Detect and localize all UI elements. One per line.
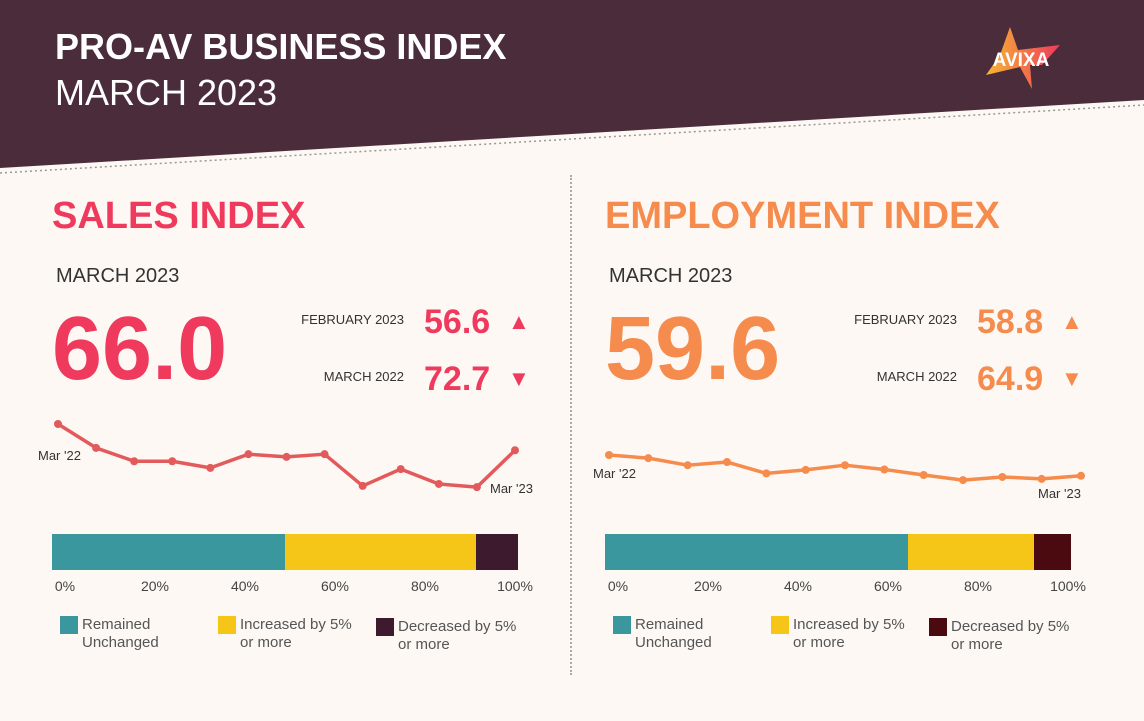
legend-swatch: [376, 618, 394, 636]
data-point: [644, 454, 653, 463]
data-point: [683, 461, 692, 470]
employment-stacked-bar: [605, 534, 1071, 570]
legend-item-decreased: Decreased by 5% or more: [376, 618, 526, 654]
data-point: [244, 450, 253, 459]
bar-segment-remained-unchanged: [605, 534, 908, 570]
employment-index-title: EMPLOYMENT INDEX: [605, 195, 1000, 237]
current-index-value: 66.0: [52, 299, 228, 399]
tick-label: 40%: [230, 578, 260, 594]
data-point: [472, 483, 481, 492]
arrow-down-icon: ▼: [1061, 366, 1083, 391]
legend-item-decreased: Decreased by 5% or more: [929, 618, 1079, 654]
data-point: [92, 443, 101, 452]
tick-label: 100%: [1050, 578, 1086, 594]
svg-text:AVIXA: AVIXA: [993, 50, 1050, 71]
legend-item-increased: Increased by 5% or more: [218, 616, 368, 652]
data-point: [320, 450, 329, 459]
data-point: [282, 452, 291, 461]
current-month-label: MARCH 2023: [56, 265, 180, 287]
sales-panel: SALES INDEX MARCH 2023 66.0 FEBRUARY 2023 56…: [0, 0, 560, 721]
sales-stacked-bar: [52, 534, 518, 570]
x-label-start: Mar '22: [38, 448, 81, 463]
current-month-label: MARCH 2023: [609, 265, 733, 287]
header-banner: [0, 0, 1144, 174]
comparison-value: 72.7: [424, 360, 491, 398]
arrow-up-icon: ▲: [508, 309, 530, 334]
data-point: [396, 465, 405, 474]
data-point: [880, 465, 889, 474]
tick-label: 80%: [410, 578, 440, 594]
bar-axis: 0% 20% 40% 60% 80% 100%: [52, 578, 533, 598]
sales-index-title: SALES INDEX: [52, 195, 306, 237]
comparison-value: 64.9: [977, 360, 1044, 398]
data-point: [511, 446, 519, 455]
bar-axis: 0% 20% 40% 60% 80% 100%: [605, 578, 1086, 598]
sales-sparkline: Mar '22 Mar '23: [38, 420, 533, 496]
legend-label: Decreased by 5% or more: [951, 618, 1070, 653]
data-point: [959, 476, 967, 485]
comparison-label: FEBRUARY 2023: [301, 312, 404, 327]
tick-label: 40%: [783, 578, 813, 594]
data-point: [206, 463, 215, 472]
page-subtitle: MARCH 2023: [55, 72, 278, 113]
data-point: [168, 457, 177, 466]
comparison-label: FEBRUARY 2023: [854, 312, 957, 327]
bar-segment-decreased: [476, 534, 518, 570]
tick-label: 20%: [140, 578, 170, 594]
legend-label: Increased by 5% or more: [240, 616, 352, 651]
x-label-end: Mar '23: [490, 481, 533, 496]
legend-item-remained-unchanged: Remained Unchanged: [60, 616, 210, 652]
arrow-down-icon: ▼: [508, 366, 530, 391]
data-point: [919, 470, 928, 479]
data-point: [434, 479, 443, 488]
bar-segment-increased: [285, 534, 477, 570]
bar-segment-decreased: [1033, 534, 1071, 570]
panel-divider: [570, 175, 572, 675]
legend-label: Increased by 5% or more: [793, 616, 905, 651]
arrow-up-icon: ▲: [1061, 309, 1083, 334]
employment-panel: EMPLOYMENT INDEX MARCH 2023 59.6 FEBRUARY 2…: [553, 0, 1113, 721]
legend-swatch: [218, 616, 236, 634]
tick-label: 0%: [54, 578, 76, 594]
data-point: [1037, 474, 1046, 483]
comparison-label: MARCH 2022: [323, 369, 404, 384]
legend-label: Remained Unchanged: [82, 616, 159, 651]
legend-item-remained-unchanged: Remained Unchanged: [613, 616, 763, 652]
comparison-value: 56.6: [424, 303, 491, 341]
comparison-label: MARCH 2022: [876, 369, 957, 384]
comparison-value: 58.8: [977, 303, 1044, 341]
tick-label: 80%: [963, 578, 993, 594]
x-label-end: Mar '23: [1038, 486, 1081, 501]
current-index-value: 59.6: [605, 299, 781, 399]
tick-label: 0%: [607, 578, 629, 594]
data-point: [801, 465, 810, 474]
data-point: [54, 420, 62, 428]
x-label-start: Mar '22: [593, 466, 636, 481]
data-point: [762, 469, 771, 478]
data-point: [723, 458, 731, 467]
page-title: PRO-AV BUSINESS INDEX: [55, 26, 507, 67]
bar-segment-increased: [907, 534, 1034, 570]
data-point: [358, 481, 367, 490]
tick-label: 20%: [693, 578, 723, 594]
data-point: [1077, 471, 1085, 480]
data-point: [130, 457, 139, 466]
bar-segment-remained-unchanged: [52, 534, 285, 570]
data-point: [605, 451, 613, 459]
tick-label: 60%: [320, 578, 350, 594]
legend-label: Decreased by 5% or more: [398, 618, 517, 653]
legend-swatch: [771, 616, 789, 634]
data-point: [998, 472, 1007, 481]
legend-swatch: [60, 616, 78, 634]
data-point: [841, 461, 849, 470]
tick-label: 100%: [497, 578, 533, 594]
legend-item-increased: Increased by 5% or more: [771, 616, 921, 652]
tick-label: 60%: [873, 578, 903, 594]
legend-swatch: [929, 618, 947, 636]
avixa-logo: AVIXA: [986, 27, 1060, 89]
legend-swatch: [613, 616, 631, 634]
employment-sparkline: Mar '22 Mar '23: [593, 451, 1085, 501]
legend-label: Remained Unchanged: [635, 616, 712, 651]
